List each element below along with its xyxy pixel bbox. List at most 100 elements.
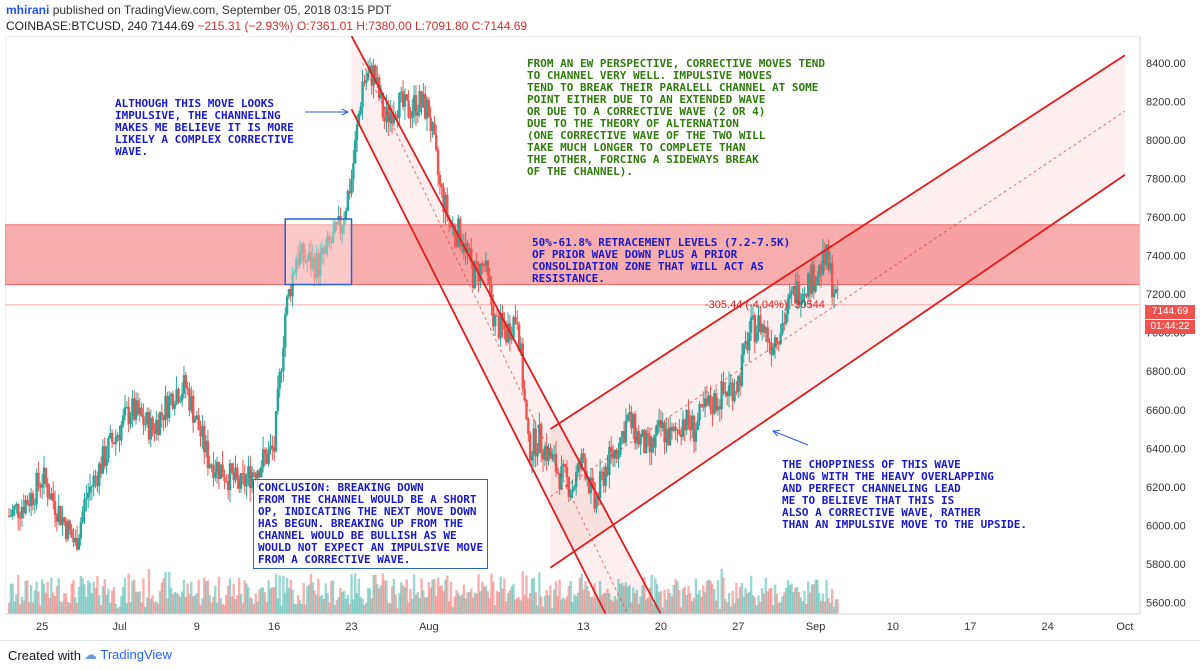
volume-bar (285, 577, 289, 614)
volume-bar (757, 595, 760, 614)
candle-body (114, 436, 118, 444)
volume-bar (702, 585, 705, 614)
candle-body (339, 216, 342, 234)
volume-bar (44, 592, 48, 614)
volume-bar (260, 587, 263, 614)
candle-body (199, 429, 202, 437)
tradingview-brand[interactable]: ☁ TradingView (84, 647, 172, 663)
candle-body (420, 91, 423, 108)
volume-bar (26, 580, 29, 614)
candle-body (751, 315, 755, 318)
volume-bar (466, 592, 469, 614)
volume-bar (519, 600, 523, 614)
candle-body (746, 340, 749, 351)
measure-label: -305.44 (-4.04%) -30544 (705, 299, 825, 311)
volume-bar (460, 594, 464, 614)
candle-body (258, 470, 261, 477)
candle-body (142, 416, 145, 425)
candle-body (331, 232, 335, 244)
candle-body (83, 499, 86, 512)
candle-body (608, 446, 611, 476)
volume-bar (598, 580, 602, 614)
candle-body (188, 389, 191, 411)
volume-bar (177, 594, 180, 614)
price-chart[interactable]: 5600.00 5800.00 6000.00 6200.00 6400.00 6600.… (4, 35, 1195, 636)
y-tick-label: 8400.00 (1146, 58, 1186, 70)
candle-body (571, 489, 574, 493)
candle-body (624, 420, 628, 443)
volume-bar (18, 604, 22, 614)
volume-bar (812, 584, 815, 614)
candle-body (547, 447, 550, 462)
candle-body (133, 398, 136, 420)
volume-bar (293, 603, 296, 614)
volume-bar (75, 602, 79, 614)
volume-bar (175, 592, 178, 614)
volume-bar (341, 591, 344, 614)
candle-body (94, 475, 97, 477)
candle-body (50, 493, 53, 500)
candle-body (422, 93, 425, 108)
candle-body (186, 387, 189, 390)
volume-bar (184, 596, 187, 614)
volume-bar (626, 586, 629, 614)
volume-bar (55, 586, 59, 614)
volume-bar (72, 580, 75, 614)
chart-header: mhirani published on TradingView.com, Se… (0, 0, 1200, 36)
candle-body (711, 408, 714, 414)
candle-body (497, 315, 501, 339)
candle-body (226, 481, 230, 491)
candle-body (530, 454, 534, 461)
candle-body (197, 415, 200, 430)
volume-bar (278, 575, 281, 614)
volume-bar (350, 574, 353, 614)
volume-bar (589, 597, 593, 614)
volume-bar (53, 596, 57, 614)
x-tick-label: 27 (732, 621, 744, 633)
volume-bar (223, 604, 226, 614)
volume-bar (784, 587, 788, 614)
volume-bar (221, 603, 224, 614)
volume-bar (199, 604, 202, 614)
volume-bar (274, 573, 278, 614)
candle-body (401, 91, 405, 107)
candle-body (604, 466, 607, 486)
x-tick-label: 10 (887, 621, 899, 633)
volume-bar (582, 589, 585, 614)
candle-body (357, 113, 361, 125)
volume-bar (633, 592, 637, 614)
candle-body (648, 435, 652, 453)
candle-body (521, 343, 524, 389)
candle-body (709, 395, 712, 409)
chart-area[interactable]: 5600.00 5800.00 6000.00 6200.00 6400.00 6600.… (4, 35, 1195, 636)
candle-body (663, 422, 666, 443)
volume-bar (173, 592, 176, 614)
candle-body (33, 503, 36, 505)
candle-body (683, 419, 687, 431)
candle-body (110, 432, 114, 443)
volume-bar (114, 603, 118, 614)
volume-bar (523, 594, 526, 614)
candle-body (481, 263, 484, 265)
candle-body (396, 114, 399, 119)
candle-body (801, 294, 804, 303)
candle-body (177, 388, 180, 403)
candle-body (173, 404, 176, 409)
candle-body (777, 343, 780, 345)
volume-bar (226, 585, 230, 614)
author-name[interactable]: mhirani (6, 3, 50, 17)
candle-body (582, 453, 585, 459)
volume-bar (637, 604, 640, 614)
volume-bar (503, 578, 506, 614)
volume-bar (486, 591, 489, 614)
volume-bar (733, 602, 736, 614)
volume-bar (492, 581, 495, 614)
volume-bar (331, 580, 335, 614)
candle-body (162, 415, 165, 421)
volume-bar (79, 575, 83, 614)
volume-bar (659, 590, 663, 614)
candle-body (26, 499, 29, 505)
candle-body (405, 94, 408, 101)
x-tick-label: 17 (964, 621, 976, 633)
candle-body (307, 252, 311, 261)
